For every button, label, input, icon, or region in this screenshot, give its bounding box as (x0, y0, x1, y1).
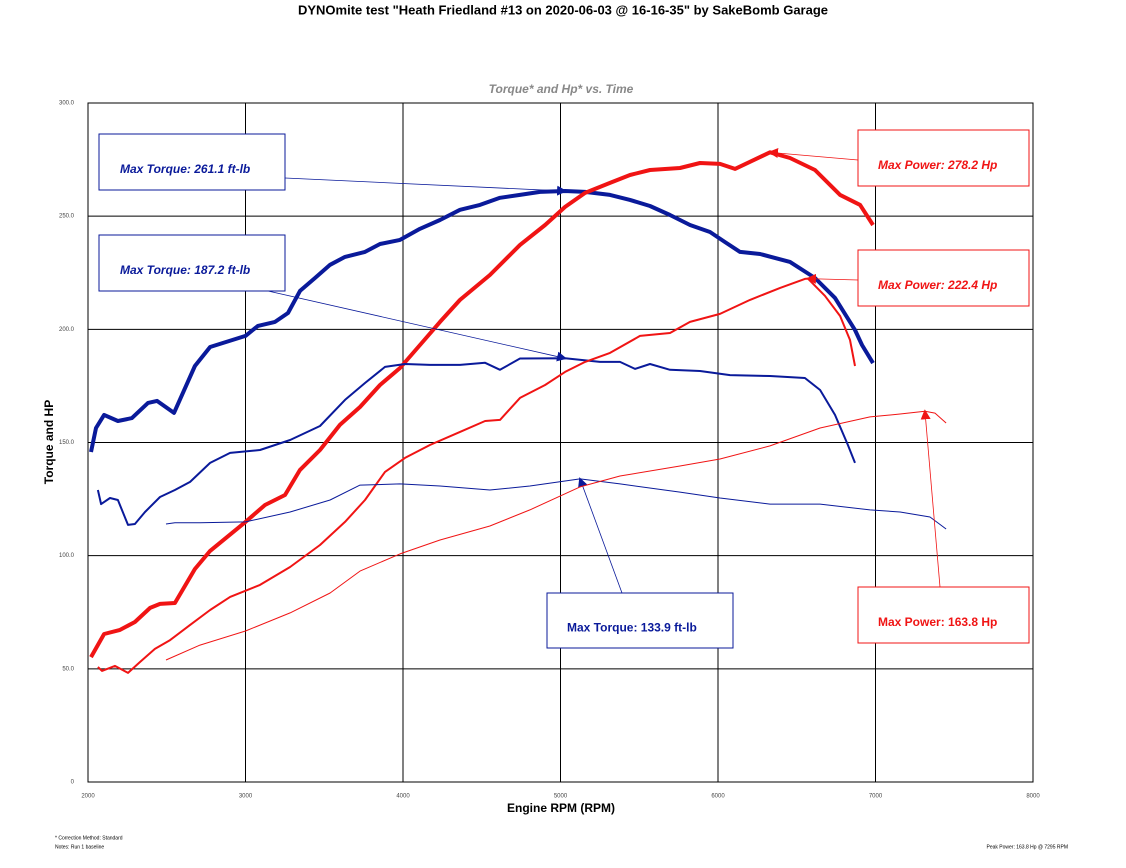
annotation-arrow (267, 290, 568, 362)
annotation-box (98, 234, 286, 292)
plot-border (87, 102, 1034, 783)
annotation-box (857, 249, 1030, 307)
annotation-arrow (578, 477, 623, 594)
chart-subtitle: Torque* and Hp* vs. Time (489, 82, 634, 96)
annotation: Max Power: 278.2 Hp (878, 158, 997, 172)
y-tick-label: 50.0 (62, 666, 74, 672)
annotation: Max Torque: 133.9 ft-lb (567, 620, 697, 634)
y-tick-label: 300.0 (59, 101, 75, 107)
annotation: Max Power: 163.8 Hp (878, 615, 997, 629)
annotation-arrow (767, 148, 859, 161)
x-tick-label: 8000 (1026, 794, 1040, 800)
x-tick-label: 7000 (869, 794, 883, 800)
annotation-arrow (805, 273, 859, 284)
series-line (97, 277, 856, 674)
annotation: Max Power: 222.4 Hp (878, 278, 997, 292)
y-tick-label: 0 (71, 780, 75, 786)
y-tick-label: 200.0 (59, 327, 75, 333)
x-tick-label: 3000 (239, 794, 253, 800)
y-tick-label: 150.0 (59, 440, 75, 446)
series-line (89, 150, 875, 659)
x-tick-label: 5000 (554, 794, 568, 800)
annotation-box (546, 592, 734, 649)
footnote: * Correction Method: Standard (55, 835, 123, 841)
annotation: Max Torque: 261.1 ft-lb (120, 162, 250, 176)
annotation-arrow (284, 177, 568, 196)
annotation-box (98, 133, 286, 191)
x-axis-label: Engine RPM (RPM) (507, 801, 615, 815)
y-tick-label: 250.0 (59, 214, 75, 220)
annotation: Max Torque: 187.2 ft-lb (120, 263, 250, 277)
footnote: Notes: Run 1 baseline (55, 844, 104, 850)
series-line (89, 189, 875, 453)
series-line (165, 410, 947, 661)
y-axis-label: Torque and HP (42, 400, 56, 484)
x-tick-label: 6000 (711, 794, 725, 800)
series-line (96, 357, 856, 526)
annotation-arrow (920, 409, 941, 588)
annotation-box (857, 586, 1030, 644)
annotation-box (857, 129, 1030, 187)
chart-title: DYNOmite test "Heath Friedland #13 on 20… (298, 2, 828, 17)
series-line (165, 478, 947, 530)
y-tick-label: 100.0 (59, 553, 75, 559)
peak-note: Peak Power: 163.8 Hp @ 7295 RPM (986, 844, 1068, 850)
x-tick-label: 2000 (81, 794, 95, 800)
x-tick-label: 4000 (396, 794, 410, 800)
